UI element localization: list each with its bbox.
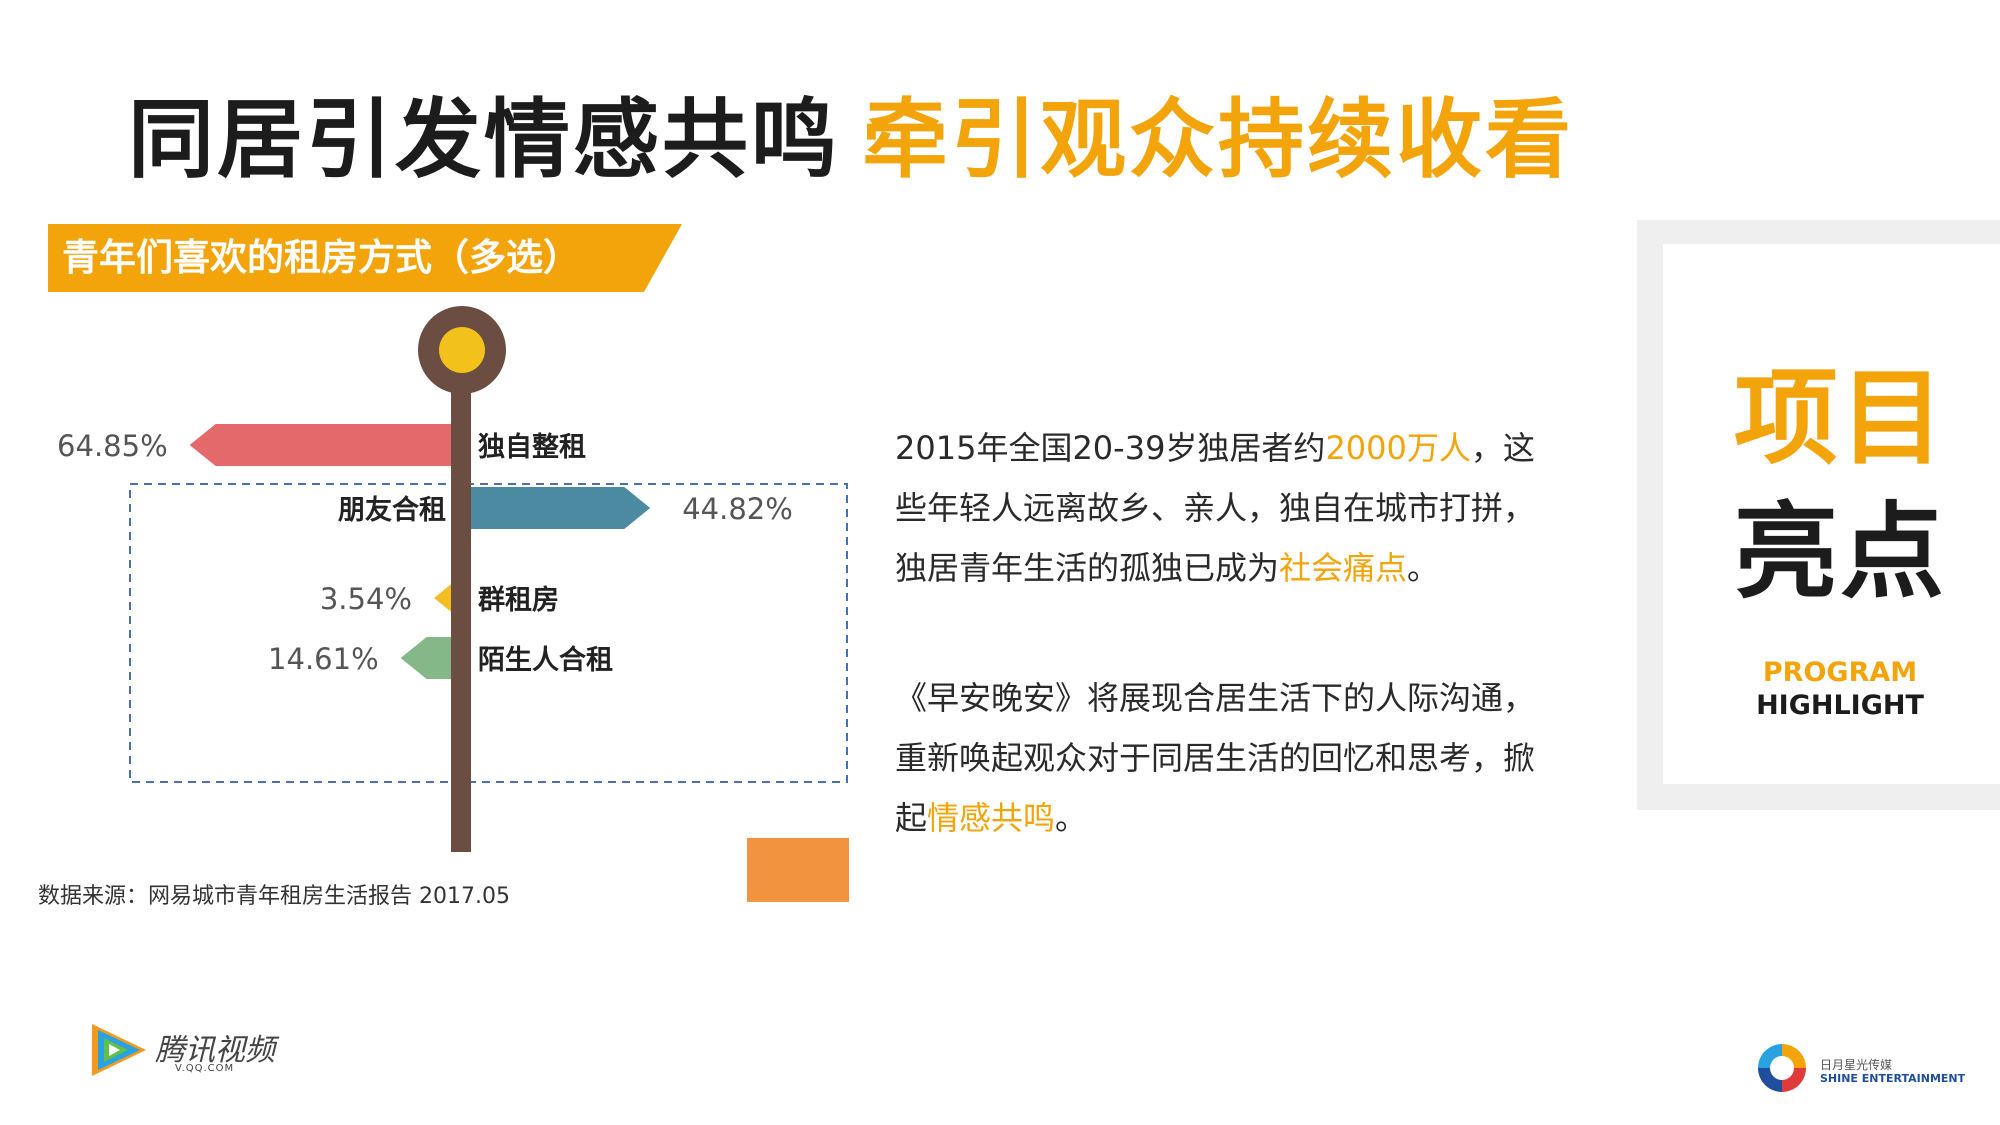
title-part-1: 同居引发情感共鸣 xyxy=(128,90,840,190)
shine-name-cn: 日月星光传媒 xyxy=(1820,1058,1893,1072)
paragraph-2-line-1: 《早安晚安》将展现合居生活下的人际沟通， xyxy=(895,679,1536,717)
shine-name-en: SHINE ENTERTAINMENT xyxy=(1820,1072,1966,1085)
signpost-chart: 独自整租 64.85% 朋友合租 44.82% 群租房 3.54% 陌生人合租 14.61% xyxy=(57,306,848,852)
p2-text-a: 起 xyxy=(895,799,928,837)
paragraph-1-line-3: 独居青年生活的孤独已成为社会痛点。 xyxy=(895,538,1595,598)
value-label-1: 64.85% xyxy=(57,429,168,463)
paragraph-2-line-3: 起情感共鸣。 xyxy=(895,788,1595,848)
category-label-4: 陌生人合租 xyxy=(478,644,613,676)
decorative-square xyxy=(747,838,849,902)
p1-highlight-population: 2000万人 xyxy=(1325,429,1471,467)
p2-highlight-emotion: 情感共鸣 xyxy=(927,799,1056,837)
paragraph-1-line-1: 2015年全国20-39岁独居者约2000万人，这 xyxy=(895,418,1595,478)
value-label-2: 44.82% xyxy=(682,492,793,526)
paragraph-1: 2015年全国20-39岁独居者约2000万人，这 些年轻人远离故乡、亲人，独自… xyxy=(895,418,1595,598)
arrow-bar-2 xyxy=(456,487,651,529)
data-source: 数据来源：网易城市青年租房生活报告 2017.05 xyxy=(38,884,510,909)
tencent-video-name: 腾讯视频 xyxy=(155,1033,275,1068)
category-label-2: 朋友合租 xyxy=(338,494,446,526)
p2-text-c: 。 xyxy=(1055,799,1088,837)
paragraph-2-line-2: 重新唤起观众对于同居生活的回忆和思考，掀 xyxy=(895,739,1536,777)
highlight-word-2: 亮点 xyxy=(1733,491,1946,613)
p1-text-c: ，这 xyxy=(1470,429,1535,467)
selection-box xyxy=(129,483,848,783)
title-part-2: 牵引观众持续收看 xyxy=(862,90,1574,190)
signpost-pole xyxy=(451,370,471,852)
paragraph-2: 《早安晚安》将展现合居生活下的人际沟通， 重新唤起观众对于同居生活的回忆和思考，… xyxy=(895,668,1595,848)
value-label-4: 14.61% xyxy=(268,642,379,676)
page-title: 同居引发情感共鸣 牵引观众持续收看 xyxy=(128,85,1574,195)
tencent-video-logo-icon xyxy=(92,1024,146,1076)
p1-text-d: 独居青年生活的孤独已成为 xyxy=(895,549,1280,587)
section-banner xyxy=(48,224,682,292)
value-label-3: 3.54% xyxy=(320,582,412,616)
labels-layer: 独自整租 64.85% 朋友合租 44.82% 群租房 3.54% 陌生人合租 14.61% xyxy=(57,429,793,676)
highlight-panel xyxy=(1663,244,2000,784)
highlight-en-1: PROGRAM xyxy=(1762,657,1918,688)
highlight-en-2: HIGHLIGHT xyxy=(1756,690,1924,721)
shine-entertainment-logo-icon xyxy=(1758,1044,1806,1092)
category-label-3: 群租房 xyxy=(478,585,559,616)
signpost-knob-center xyxy=(439,327,485,373)
highlight-word-1: 项目 xyxy=(1733,357,1946,479)
paragraph-1-line-2: 些年轻人远离故乡、亲人，独自在城市打拼， xyxy=(895,489,1536,527)
p1-text-a: 2015年全国20-39岁独居者约 xyxy=(895,429,1326,467)
section-banner-label: 青年们喜欢的租房方式（多选） xyxy=(62,236,580,279)
arrows-layer xyxy=(189,424,651,679)
p1-highlight-social: 社会痛点 xyxy=(1279,549,1408,587)
tencent-video-url: V.QQ.COM xyxy=(175,1063,235,1074)
category-label-1: 独自整租 xyxy=(478,431,586,463)
arrow-bar-1 xyxy=(189,424,468,466)
p1-text-f: 。 xyxy=(1407,549,1440,587)
